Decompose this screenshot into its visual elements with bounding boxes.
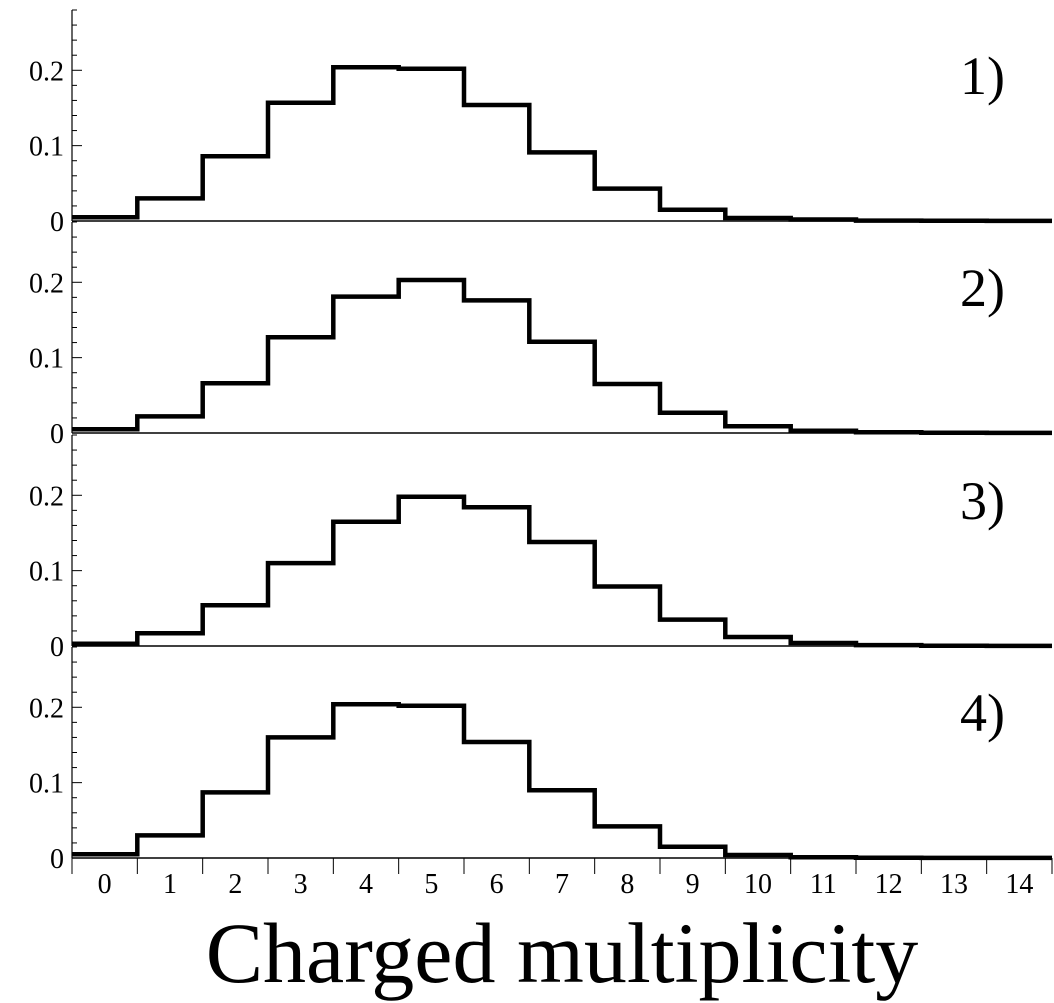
histogram-bin xyxy=(137,633,202,646)
histogram-bin xyxy=(203,383,268,433)
histogram-bin xyxy=(725,637,790,646)
y-tick-label: 0 xyxy=(50,844,64,875)
histogram-bin xyxy=(333,67,398,221)
x-tick-label: 12 xyxy=(875,869,903,900)
histogram-bin xyxy=(72,644,137,646)
histogram-bin xyxy=(660,210,725,221)
histogram-bin xyxy=(529,152,594,221)
x-tick-label: 2 xyxy=(228,869,242,900)
histogram-bin xyxy=(725,855,790,858)
histogram-bin xyxy=(791,431,856,433)
x-tick-label: 14 xyxy=(1005,869,1033,900)
histogram-bin xyxy=(464,507,529,646)
histogram-series-2 xyxy=(72,277,1052,436)
histogram-bin xyxy=(595,384,660,433)
histogram-bin xyxy=(333,704,398,858)
x-tick-label: 0 xyxy=(98,869,112,900)
x-tick-label: 9 xyxy=(686,869,700,900)
histogram-bin xyxy=(268,337,333,433)
y-tick-label: 0 xyxy=(50,207,64,238)
histogram-bin xyxy=(72,217,137,221)
x-axis-title: Charged multiplicity xyxy=(206,905,919,1001)
y-tick-label: 0.1 xyxy=(29,769,64,800)
histogram-bin xyxy=(72,854,137,858)
y-tick-label: 0.2 xyxy=(29,481,64,512)
histogram-bin xyxy=(333,522,398,646)
x-tick-label: 10 xyxy=(744,869,772,900)
panel-label: 3) xyxy=(960,471,1005,531)
histogram-series-4 xyxy=(72,702,1052,861)
histogram-series-1 xyxy=(72,65,1052,224)
y-tick-label: 0.2 xyxy=(29,268,64,299)
y-tick-label: 0.1 xyxy=(29,557,64,588)
x-tick-label: 4 xyxy=(359,869,373,900)
x-tick-label: 6 xyxy=(490,869,504,900)
histogram-bin xyxy=(595,826,660,858)
histogram-bin xyxy=(399,280,464,433)
histogram-bin xyxy=(203,156,268,221)
histogram-bin xyxy=(137,198,202,221)
histogram-bin xyxy=(529,542,594,646)
histogram-bin xyxy=(660,620,725,646)
histogram-bin xyxy=(72,429,137,433)
histogram-bin xyxy=(595,189,660,221)
histogram-bin xyxy=(268,563,333,646)
x-tick-label: 1 xyxy=(163,869,177,900)
x-tick-label: 11 xyxy=(810,869,837,900)
histogram-bin xyxy=(725,218,790,221)
panel-label: 2) xyxy=(960,258,1005,318)
y-tick-label: 0.2 xyxy=(29,693,64,724)
histogram-bin xyxy=(399,69,464,221)
x-tick-label: 5 xyxy=(424,869,438,900)
y-tick-label: 0.2 xyxy=(29,56,64,87)
histogram-bin xyxy=(137,416,202,433)
y-tick-label: 0 xyxy=(50,419,64,450)
y-tick-label: 0 xyxy=(50,632,64,663)
histogram-bin xyxy=(268,103,333,221)
histogram-bin xyxy=(856,645,921,646)
histogram-series-3 xyxy=(72,494,1052,649)
histogram-bin xyxy=(791,857,856,858)
histogram-bin xyxy=(529,342,594,433)
histogram-bin xyxy=(399,497,464,646)
histogram-bin xyxy=(791,643,856,646)
x-tick-label: 3 xyxy=(294,869,308,900)
x-tick-label: 7 xyxy=(555,869,569,900)
panel-label: 1) xyxy=(960,46,1005,106)
histogram-bin xyxy=(203,792,268,858)
histogram-bin xyxy=(464,742,529,858)
panel-label: 4) xyxy=(960,683,1005,743)
histogram-bin xyxy=(595,586,660,646)
x-tick-label: 8 xyxy=(620,869,634,900)
histogram-bin xyxy=(856,432,921,433)
x-tick-label: 13 xyxy=(940,869,968,900)
histogram-bin xyxy=(791,219,856,221)
histogram-bin xyxy=(725,426,790,433)
histogram-bin xyxy=(333,297,398,433)
y-tick-label: 0.1 xyxy=(29,344,64,375)
histogram-bin xyxy=(268,737,333,858)
histogram-bin xyxy=(529,790,594,858)
histogram-bin xyxy=(660,413,725,433)
histogram-bin xyxy=(203,605,268,646)
histogram-bin xyxy=(137,835,202,858)
histogram-bin xyxy=(660,847,725,858)
histogram-bin xyxy=(399,706,464,858)
histogram-bin xyxy=(464,105,529,221)
y-tick-label: 0.1 xyxy=(29,132,64,163)
histogram-bin xyxy=(464,300,529,433)
